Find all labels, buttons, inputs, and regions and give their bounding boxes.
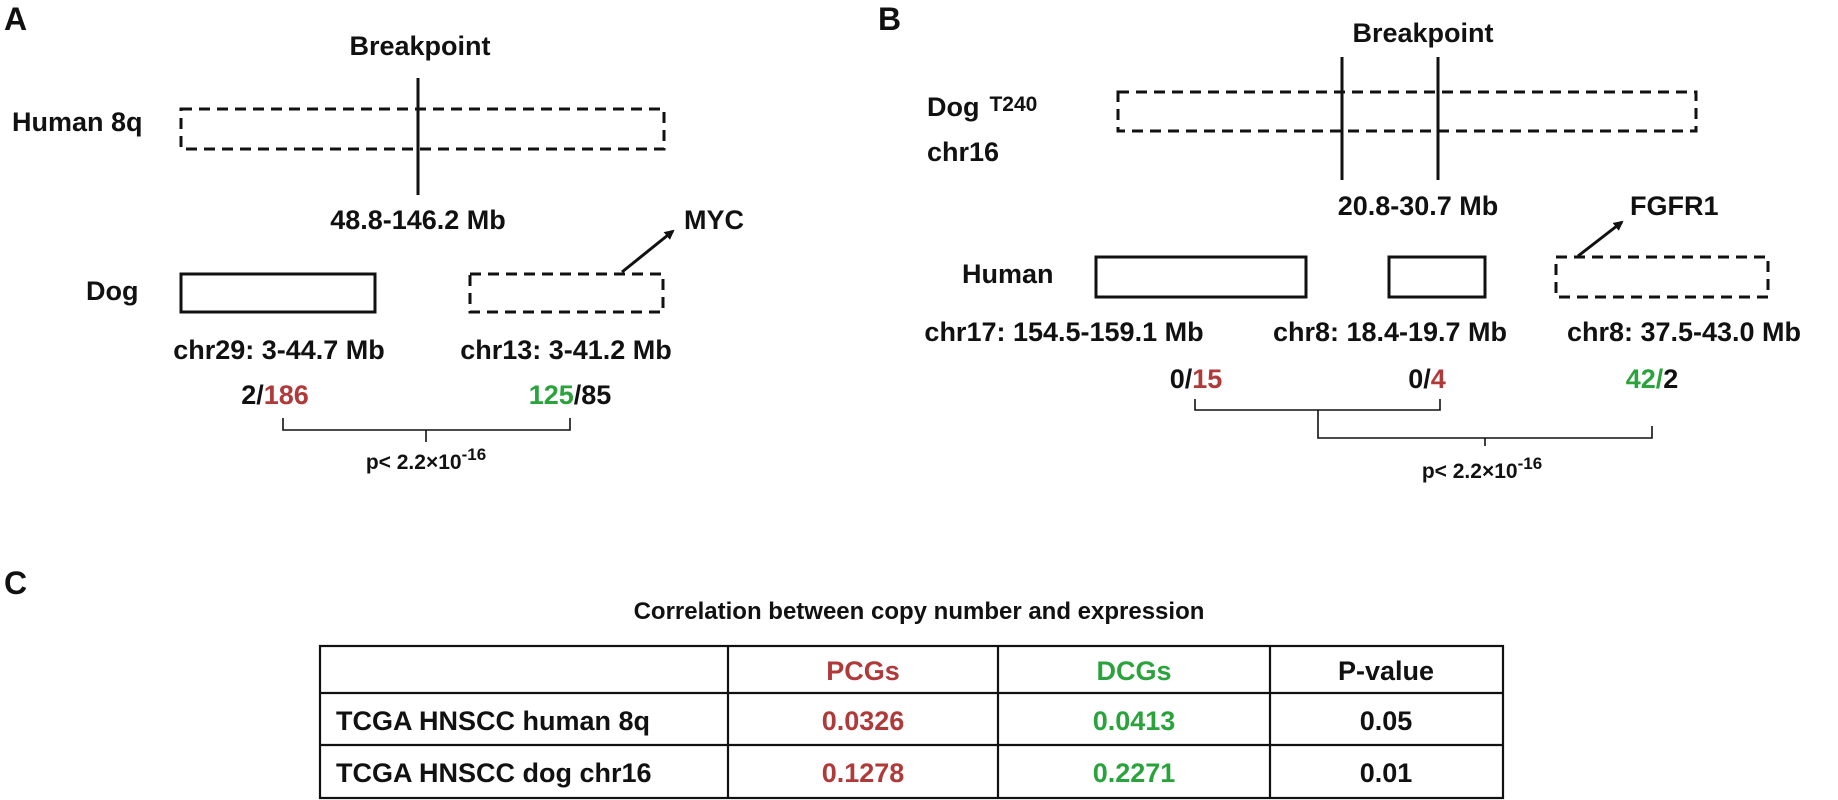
human-chr8-label-2: chr8: 37.5-43.0 Mb bbox=[1567, 317, 1801, 347]
panel-c-title: Correlation between copy number and expr… bbox=[634, 598, 1205, 625]
panel-b-bracket-outer bbox=[1317, 426, 1653, 446]
panel-b-sample-label: T240 bbox=[989, 93, 1037, 116]
panel-c-letter: C bbox=[4, 565, 27, 601]
table-row-2-label: TCGA HNSCC dog chr16 bbox=[336, 758, 652, 788]
panel-b: B Breakpoint Dog T240 chr16 20.8-30.7 Mb … bbox=[878, 1, 1801, 483]
myc-arrow-icon bbox=[621, 229, 675, 274]
panel-a-dog-label: Dog bbox=[86, 276, 138, 306]
human-chr8-box-1 bbox=[1387, 255, 1487, 299]
panel-a-letter: A bbox=[4, 1, 27, 37]
table-header-dcgs: DCGs bbox=[1096, 656, 1171, 686]
table-row-1-pvalue: 0.05 bbox=[1360, 706, 1413, 736]
dog-chr29-counts: 2/186 bbox=[241, 380, 309, 410]
panel-b-pvalue: p< 2.2×10-16 bbox=[1422, 454, 1542, 483]
panel-b-human-label: Human bbox=[962, 259, 1054, 289]
dog-chr13-box bbox=[468, 272, 665, 314]
human-chr8-count-pcg-1: 4 bbox=[1431, 364, 1446, 394]
table-header-pvalue: P-value bbox=[1338, 656, 1434, 686]
dog-chr13-count-dcg: 125 bbox=[529, 380, 574, 410]
panel-a-range-label: 48.8-146.2 Mb bbox=[330, 205, 506, 235]
human-chr8-count-dcg-1: 0/ bbox=[1408, 364, 1431, 394]
human-chr17-count-pcg: 15 bbox=[1192, 364, 1222, 394]
panel-a-human-label: Human 8q bbox=[12, 107, 143, 137]
panel-b-pvalue-exponent: -16 bbox=[1518, 454, 1543, 473]
dog-chr29-label: chr29: 3-44.7 Mb bbox=[173, 335, 385, 365]
dog-chr29-count-dcg: 2/ bbox=[241, 380, 264, 410]
table-row-1-pcgs: 0.0326 bbox=[822, 706, 905, 736]
panel-b-dog-label: Dog T240 bbox=[927, 92, 1037, 122]
correlation-table bbox=[318, 644, 1505, 800]
panel-a-comparison-bracket bbox=[282, 418, 571, 442]
panel-a-pvalue-exponent: -16 bbox=[462, 445, 487, 464]
dog-chr29-count-pcg: 186 bbox=[264, 380, 309, 410]
human-8q-region-box bbox=[179, 107, 666, 151]
table-row-1-label: TCGA HNSCC human 8q bbox=[336, 706, 650, 736]
human-chr17-count-dcg: 0/ bbox=[1170, 364, 1193, 394]
human-chr8-counts-1: 0/4 bbox=[1408, 364, 1446, 394]
panel-b-breakpoint-label: Breakpoint bbox=[1352, 18, 1493, 48]
panel-a-gene-label: MYC bbox=[684, 205, 744, 235]
human-chr8-label-1: chr8: 18.4-19.7 Mb bbox=[1273, 317, 1507, 347]
panel-a: A Breakpoint Human 8q 48.8-146.2 Mb MYC … bbox=[4, 1, 744, 474]
dog-chr29-box bbox=[179, 272, 377, 314]
table-row-2-pcgs: 0.1278 bbox=[822, 758, 905, 788]
dog-chr16-region-box bbox=[1116, 90, 1698, 133]
table-row-1-dcgs: 0.0413 bbox=[1093, 706, 1176, 736]
panel-c: C Correlation between copy number and ex… bbox=[4, 565, 1505, 800]
human-chr8-box-2 bbox=[1554, 255, 1770, 299]
table-row-2-dcgs: 0.2271 bbox=[1093, 758, 1176, 788]
human-chr17-label: chr17: 154.5-159.1 Mb bbox=[924, 317, 1203, 347]
fgfr1-arrow-icon bbox=[1577, 220, 1624, 258]
human-chr8-count-pcg-2: 2 bbox=[1663, 364, 1678, 394]
panel-a-breakpoint-label: Breakpoint bbox=[349, 31, 490, 61]
panel-b-chr16-label: chr16 bbox=[927, 137, 999, 167]
panel-b-letter: B bbox=[878, 1, 901, 37]
human-chr8-count-dcg-2: 42/ bbox=[1626, 364, 1664, 394]
human-chr8-counts-2: 42/2 bbox=[1626, 364, 1679, 394]
panel-a-pvalue: p< 2.2×10-16 bbox=[366, 445, 486, 474]
dog-chr13-counts: 125/85 bbox=[529, 380, 612, 410]
table-row-2-pvalue: 0.01 bbox=[1360, 758, 1413, 788]
human-chr17-box bbox=[1094, 255, 1308, 299]
dog-chr13-label: chr13: 3-41.2 Mb bbox=[460, 335, 672, 365]
human-chr17-counts: 0/15 bbox=[1170, 364, 1223, 394]
dog-chr13-count-pcg: /85 bbox=[574, 380, 612, 410]
table-header-pcgs: PCGs bbox=[826, 656, 900, 686]
panel-b-range-label: 20.8-30.7 Mb bbox=[1338, 191, 1499, 221]
panel-b-bracket-inner bbox=[1194, 399, 1441, 428]
panel-b-gene-label: FGFR1 bbox=[1630, 191, 1719, 221]
